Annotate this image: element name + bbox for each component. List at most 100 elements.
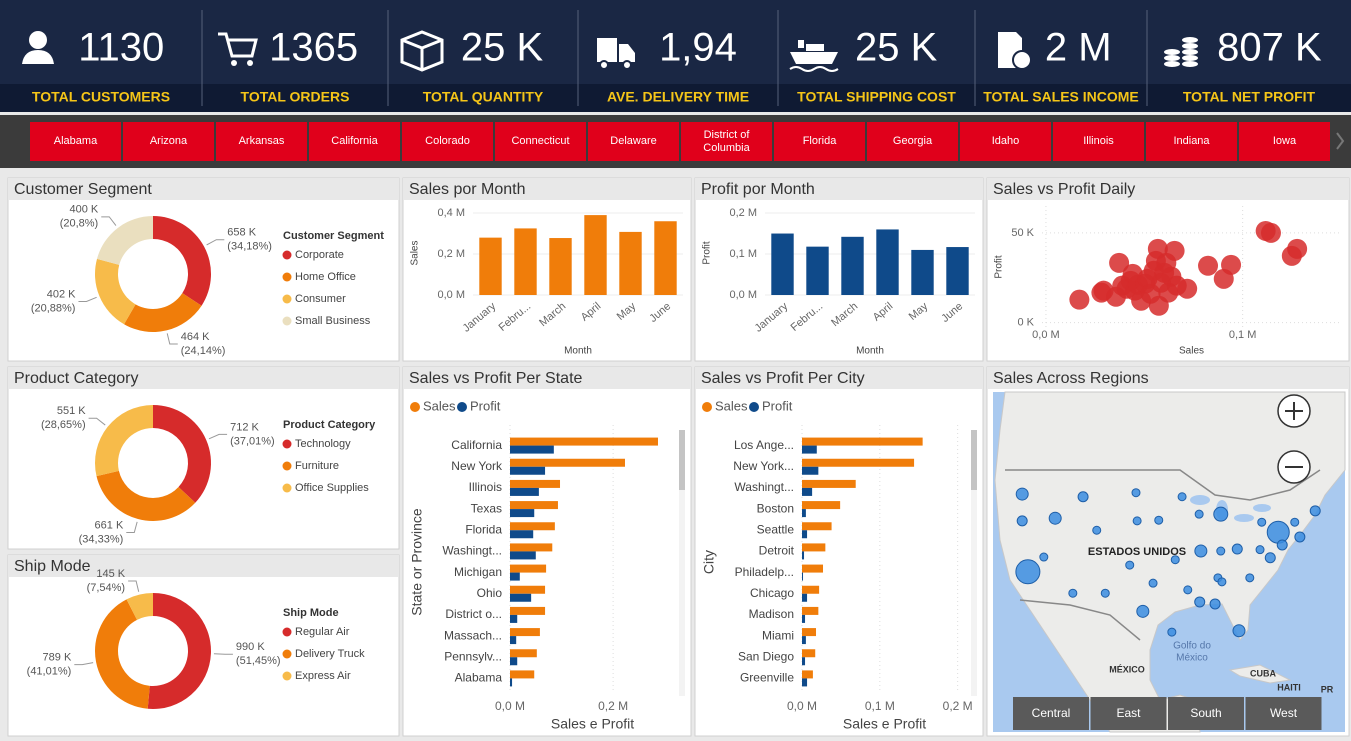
state-button[interactable]: District of Columbia bbox=[681, 122, 772, 161]
donut-slice bbox=[126, 593, 153, 620]
state-button[interactable]: Delaware bbox=[588, 122, 679, 161]
panel bbox=[694, 177, 984, 362]
panel bbox=[402, 366, 692, 737]
x-axis-title: Month bbox=[564, 346, 592, 357]
zoom-button[interactable] bbox=[1277, 394, 1311, 428]
separator bbox=[0, 112, 1351, 115]
bar bbox=[802, 593, 808, 602]
y-axis-title: State or Province bbox=[409, 508, 425, 616]
scrollbar-thumb bbox=[679, 430, 685, 490]
map-bubble bbox=[1177, 492, 1187, 502]
scrollbar-thumb bbox=[971, 430, 977, 490]
donut-slice bbox=[97, 216, 153, 265]
bar bbox=[802, 657, 806, 666]
x-axis-title: Sales e Profit bbox=[843, 716, 926, 732]
legend-label: Profit bbox=[470, 398, 501, 413]
bar bbox=[654, 221, 677, 295]
map-bubble bbox=[1264, 552, 1276, 564]
scrollbar-track bbox=[679, 430, 685, 696]
map-bubble bbox=[1309, 505, 1321, 517]
bar bbox=[802, 606, 819, 615]
state-button[interactable]: Colorado bbox=[402, 122, 493, 161]
y-tick-label: 0,0 M bbox=[437, 289, 465, 301]
state-button[interactable]: Alabama bbox=[30, 122, 121, 161]
bar bbox=[802, 551, 805, 560]
map-bubble bbox=[1068, 588, 1078, 598]
border bbox=[1019, 599, 1141, 641]
scatter-point bbox=[1164, 240, 1185, 261]
map-bubble bbox=[1100, 588, 1110, 598]
panel bbox=[694, 366, 984, 737]
y-tick-label: Greenville bbox=[740, 671, 794, 685]
state-button[interactable]: Arizona bbox=[123, 122, 214, 161]
map-bubble bbox=[1048, 511, 1062, 525]
bar bbox=[510, 593, 532, 602]
panel-title: Sales vs Profit Daily bbox=[993, 181, 1135, 198]
panel-title-bar bbox=[8, 367, 399, 389]
legend-marker bbox=[282, 316, 292, 326]
leader-line bbox=[78, 296, 97, 302]
y-tick-label: Los Ange... bbox=[734, 438, 794, 452]
legend-marker bbox=[457, 402, 467, 412]
bar bbox=[802, 530, 808, 539]
legend-label: Technology bbox=[295, 438, 351, 450]
region-button[interactable] bbox=[1245, 697, 1322, 730]
bar bbox=[510, 572, 520, 581]
value-label: 402 K bbox=[47, 288, 76, 300]
land bbox=[1228, 664, 1292, 684]
y-axis-title: Sales bbox=[410, 240, 421, 265]
leader-line bbox=[88, 417, 106, 426]
region-button[interactable] bbox=[1090, 697, 1167, 730]
value-label: 661 K bbox=[95, 519, 124, 531]
state-button[interactable]: Illinois bbox=[1053, 122, 1144, 161]
state-button[interactable]: Florida bbox=[774, 122, 865, 161]
bar bbox=[510, 606, 546, 615]
state-button[interactable]: Iowa bbox=[1239, 122, 1330, 161]
donut-slice bbox=[96, 470, 196, 521]
bar bbox=[510, 649, 537, 658]
region-button[interactable] bbox=[1013, 697, 1089, 730]
state-button[interactable]: Indiana bbox=[1146, 122, 1237, 161]
value-label: 712 K bbox=[230, 421, 259, 433]
percent-label: (34,33%) bbox=[79, 533, 124, 545]
y-tick-label: Washingt... bbox=[442, 544, 502, 558]
kpi-value: 25 K bbox=[855, 26, 938, 70]
legend-marker bbox=[282, 294, 292, 304]
lake bbox=[1190, 495, 1210, 505]
bar bbox=[510, 657, 518, 666]
donut-slice bbox=[95, 258, 136, 325]
bar bbox=[479, 237, 502, 295]
value-label: 145 K bbox=[96, 568, 125, 580]
panel-title-bar bbox=[987, 178, 1349, 200]
y-tick-label: 0,0 M bbox=[729, 289, 757, 301]
map-bubble bbox=[1276, 539, 1288, 551]
leader-line bbox=[166, 333, 178, 345]
percent-label: (24,14%) bbox=[181, 345, 226, 357]
map-bubble bbox=[1015, 487, 1029, 501]
slicer-arrow[interactable] bbox=[1336, 132, 1345, 150]
state-button[interactable]: California bbox=[309, 122, 400, 161]
state-button[interactable]: Georgia bbox=[867, 122, 958, 161]
y-axis-title: City bbox=[701, 550, 717, 574]
region-button[interactable] bbox=[1168, 697, 1244, 730]
value-label: 464 K bbox=[181, 331, 210, 343]
value-label: 789 K bbox=[43, 652, 72, 664]
y-tick-label: 50 K bbox=[1011, 227, 1034, 239]
place-label: PR bbox=[1321, 684, 1334, 694]
panel-title-bar bbox=[987, 367, 1349, 389]
panel-title: Customer Segment bbox=[14, 181, 152, 198]
legend-marker bbox=[410, 402, 420, 412]
bar bbox=[802, 585, 820, 594]
map-bubble bbox=[1092, 525, 1102, 535]
bar bbox=[802, 458, 915, 467]
map-bubble bbox=[1257, 517, 1267, 527]
state-button[interactable]: Connecticut bbox=[495, 122, 586, 161]
place-label: México bbox=[1176, 653, 1208, 664]
panel-title: Sales vs Profit Per State bbox=[409, 370, 583, 387]
state-button[interactable]: Arkansas bbox=[216, 122, 307, 161]
bar bbox=[802, 614, 806, 623]
state-button[interactable]: Idaho bbox=[960, 122, 1051, 161]
panel-title: Sales por Month bbox=[409, 181, 526, 198]
zoom-button[interactable] bbox=[1277, 450, 1311, 484]
